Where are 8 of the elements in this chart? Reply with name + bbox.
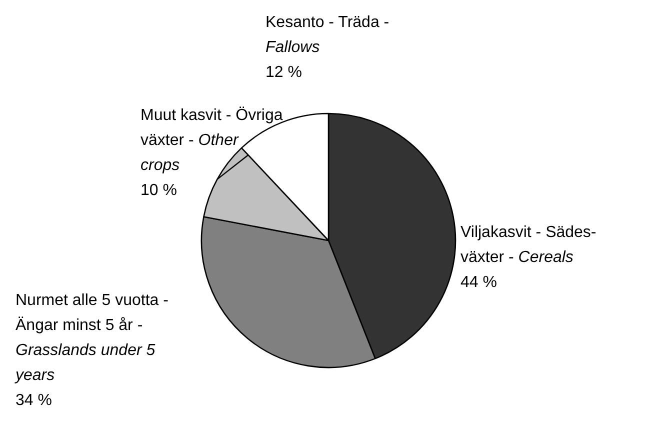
data-label: 10 % xyxy=(140,182,177,199)
slice-label: Nurmet alle 5 vuotta - Ängar minst 5 år - Grasslands under 5 years xyxy=(14,292,168,384)
slice-label: Kesanto - Träda - Fallows xyxy=(266,14,390,56)
data-label: 12 % xyxy=(266,64,302,81)
data-label: 34 % xyxy=(16,392,52,409)
data-label: 44 % xyxy=(460,274,497,291)
slice-label: Viljakasvit - Sädes- växter - Cereals xyxy=(460,224,596,266)
category-label: Muut kasvit - Övriga växter - Other crops xyxy=(140,107,283,174)
